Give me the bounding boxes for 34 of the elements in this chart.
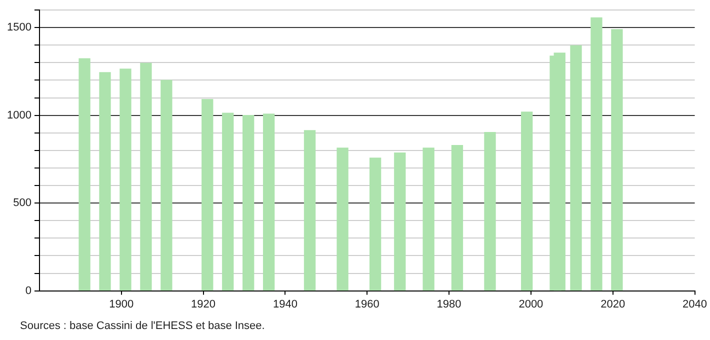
x-tick-label: 1960: [354, 298, 380, 310]
bar: [590, 17, 602, 291]
bar: [262, 114, 275, 291]
bar: [242, 114, 254, 291]
y-tick-label: 500: [13, 197, 32, 210]
bar: [336, 148, 348, 291]
x-tick-label: 1920: [191, 298, 216, 310]
y-tick-label: 1000: [6, 109, 32, 122]
x-tick-label: 2020: [600, 298, 626, 310]
bar: [554, 52, 566, 291]
y-tick-label: 1500: [6, 22, 32, 34]
bar: [369, 158, 382, 291]
source-note: Sources : base Cassini de l'EHESS et base Insee.: [20, 320, 265, 332]
x-tick-label: 1980: [436, 298, 462, 310]
bar: [160, 80, 172, 291]
bar: [422, 148, 434, 291]
bar: [120, 68, 132, 291]
bar: [222, 112, 234, 291]
bar: [99, 72, 111, 291]
x-tick-label: 2040: [682, 298, 708, 310]
bar: [611, 29, 623, 291]
bar: [484, 132, 496, 291]
bar: [304, 130, 316, 291]
x-tick-label: 2000: [518, 298, 544, 310]
bar: [202, 99, 214, 291]
bar: [570, 45, 582, 291]
bar: [394, 152, 406, 291]
x-tick-label: 1900: [109, 298, 134, 310]
x-tick-label: 1940: [272, 298, 298, 310]
bar: [451, 144, 464, 291]
bar: [140, 62, 152, 291]
bar: [78, 58, 90, 291]
y-tick-label: 0: [25, 284, 32, 297]
bar: [521, 112, 533, 291]
